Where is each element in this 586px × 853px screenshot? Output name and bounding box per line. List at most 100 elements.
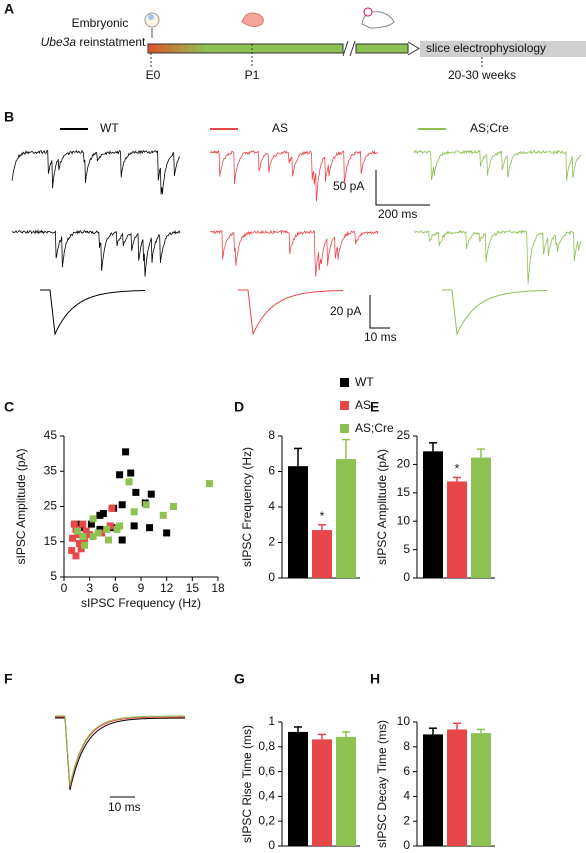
point <box>142 501 150 509</box>
bar <box>423 451 443 578</box>
timeline-bar <box>355 43 409 54</box>
y-axis-label: sIPSC Decay Time (ms) <box>375 720 389 848</box>
point <box>159 511 167 519</box>
trace <box>11 229 181 277</box>
point <box>82 527 90 535</box>
y-tick-label: 25 <box>44 499 58 513</box>
average-trace <box>442 289 547 336</box>
timeline-label: Ube3a reinstatment <box>41 35 146 49</box>
point <box>89 532 97 540</box>
point <box>75 540 83 548</box>
trace <box>413 229 582 284</box>
x-tick-label: 12 <box>160 581 174 595</box>
y-tick-label: 45 <box>44 428 58 442</box>
point <box>79 520 87 528</box>
point <box>205 480 213 488</box>
y-tick-label: 2 <box>403 813 410 827</box>
point <box>163 529 171 537</box>
mouse-icon <box>363 7 373 17</box>
bar <box>471 733 491 846</box>
trace <box>209 229 379 277</box>
timeline-label: reinstatment <box>76 35 146 49</box>
y-tick-label: 0 <box>268 570 275 584</box>
bar <box>312 530 332 578</box>
y-tick-label: 20 <box>397 457 411 471</box>
legend-swatch <box>340 401 349 410</box>
legend-label: AS <box>272 121 288 135</box>
y-tick-label: 25 <box>397 428 411 442</box>
point <box>96 511 104 519</box>
bar <box>288 731 308 846</box>
point <box>118 501 126 509</box>
y-tick-label: 5 <box>50 569 57 583</box>
scale-bar <box>369 295 390 329</box>
bar <box>336 736 356 846</box>
stage-label: 20-30 weeks <box>448 68 516 82</box>
x-tick-label: 0 <box>61 581 68 595</box>
point <box>130 522 138 530</box>
y-axis-label: sIPSC Frequency (Hz) <box>240 447 254 567</box>
legend-swatch <box>340 424 349 433</box>
y-tick-label: 0 <box>403 838 410 852</box>
point <box>72 552 80 560</box>
point <box>74 531 82 539</box>
y-axis-label: sIPSC Amplitude (pA) <box>14 448 28 564</box>
point <box>127 469 135 477</box>
y-tick-label: 4 <box>268 499 275 513</box>
y-tick-label: 10 <box>397 714 411 728</box>
bar <box>423 734 443 846</box>
x-tick-label: 3 <box>86 581 93 595</box>
point <box>116 522 124 530</box>
x-tick-label: 9 <box>138 581 145 595</box>
legend-label: WT <box>100 121 119 135</box>
panel-label: E <box>370 399 379 415</box>
bar <box>288 466 308 578</box>
y-tick-label: 15 <box>397 485 411 499</box>
significance: * <box>455 462 460 476</box>
panel-label: F <box>4 671 13 687</box>
y-tick-label: 15 <box>44 534 58 548</box>
average-trace <box>40 289 145 336</box>
point <box>79 532 87 540</box>
panel-label: B <box>4 109 14 125</box>
panel-label: C <box>4 399 14 415</box>
scale-bar <box>375 170 430 206</box>
point <box>106 522 114 530</box>
stage-label: E0 <box>146 68 161 82</box>
point <box>122 448 130 456</box>
point <box>116 471 124 479</box>
point <box>113 525 121 533</box>
point <box>81 541 89 549</box>
scale-label: 10 ms <box>364 330 397 344</box>
point <box>170 503 178 510</box>
x-tick-label: 6 <box>112 581 119 595</box>
bar <box>471 457 491 578</box>
y-tick-label: 0 <box>268 838 275 852</box>
scale-label: 10 ms <box>108 800 141 814</box>
y-tick-label: 6 <box>268 464 275 478</box>
y-tick-label: 0,2 <box>258 813 275 827</box>
point <box>77 524 85 532</box>
bar <box>447 729 467 846</box>
panel-label: A <box>4 1 14 17</box>
point <box>130 508 138 516</box>
point <box>108 504 116 512</box>
point <box>87 520 95 528</box>
y-axis-label: sIPSC Amplitude (pA) <box>375 449 389 565</box>
average-trace <box>55 716 185 788</box>
y-tick-label: 0 <box>403 570 410 584</box>
y-tick-label: 0,4 <box>258 789 275 803</box>
point <box>69 534 77 542</box>
y-tick-label: 1 <box>268 714 275 728</box>
y-tick-label: 8 <box>268 428 275 442</box>
stage-label: P1 <box>245 68 260 82</box>
endpoint-box <box>420 41 586 57</box>
average-trace <box>238 289 343 336</box>
average-trace <box>55 715 185 786</box>
y-axis-label: sIPSC Rise Time (ms) <box>240 725 254 843</box>
trace <box>11 149 181 195</box>
y-tick-label: 4 <box>403 789 410 803</box>
point <box>125 478 133 486</box>
y-tick-label: 2 <box>268 535 275 549</box>
point <box>94 529 102 537</box>
